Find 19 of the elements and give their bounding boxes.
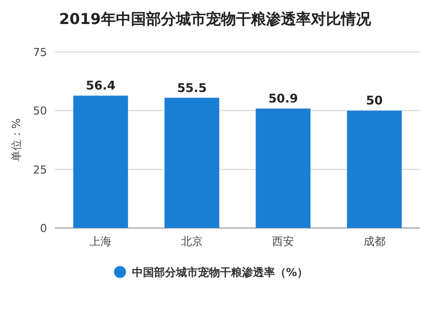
x-tick-label: 上海 <box>90 235 112 248</box>
data-label: 55.5 <box>177 80 207 95</box>
bar <box>347 110 402 228</box>
x-tick-label: 成都 <box>363 235 386 248</box>
data-label: 50 <box>366 94 383 108</box>
chart-title: 2019年中国部分城市宠物干粮渗透率对比情况 <box>59 10 372 28</box>
legend-label: 中国部分城市宠物干粮渗透率（%） <box>132 266 308 279</box>
y-tick-label: 25 <box>33 163 47 176</box>
y-tick-label: 50 <box>33 104 47 118</box>
bar <box>256 108 310 228</box>
data-label: 56.4 <box>86 78 116 93</box>
y-axis-title: 单位：% <box>10 118 23 162</box>
x-tick-label: 西安 <box>272 235 294 248</box>
y-tick-label: 75 <box>33 46 47 59</box>
y-tick-label: 0 <box>40 222 47 235</box>
bar <box>164 98 220 228</box>
data-label: 50.9 <box>268 92 298 106</box>
x-tick-label: 北京 <box>180 235 203 248</box>
bar <box>73 96 128 228</box>
